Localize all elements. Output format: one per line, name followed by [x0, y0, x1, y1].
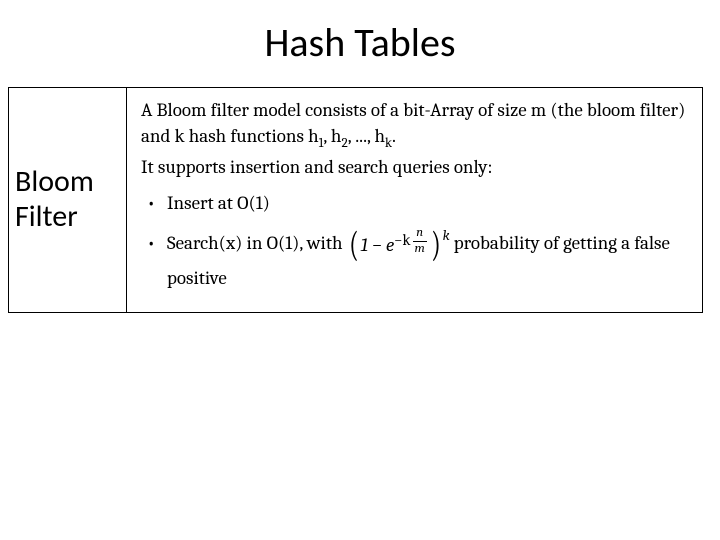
paren-close-icon: )	[431, 231, 441, 260]
variable-e: e	[386, 234, 394, 256]
minus-k: −k	[394, 231, 410, 249]
row-label-cell: Bloom Filter	[9, 88, 127, 313]
row-label: Bloom Filter	[15, 163, 94, 235]
page-title: Hash Tables	[0, 0, 720, 87]
bullet2-pre: Search(x) in O(1), with	[167, 232, 347, 254]
bullet1-text: Insert at O(1)	[167, 192, 270, 214]
one-minus: 1 −	[360, 234, 385, 256]
desc-mid1: , h	[323, 125, 341, 147]
bullet-list: Insert at O(1) Search(x) in O(1), with (…	[141, 187, 690, 294]
desc-pre: A Bloom filter model consists of a bit-A…	[141, 99, 685, 147]
list-item: Search(x) in O(1), with (1 − e−knm)k pro…	[141, 227, 690, 294]
inner-exponent: −knm	[394, 227, 429, 256]
description-paragraph-2: It supports insertion and search queries…	[141, 155, 690, 181]
row-description-cell: A Bloom filter model consists of a bit-A…	[127, 88, 703, 313]
list-item: Insert at O(1)	[141, 187, 690, 219]
table-row: Bloom Filter A Bloom filter model consis…	[9, 88, 703, 313]
content-table: Bloom Filter A Bloom filter model consis…	[8, 87, 703, 313]
paren-open-icon: (	[349, 231, 359, 260]
subscript-k: k	[385, 135, 392, 150]
outer-exponent: k	[443, 224, 450, 248]
description-paragraph-1: A Bloom filter model consists of a bit-A…	[141, 98, 690, 149]
fraction-numerator: n	[413, 227, 427, 242]
formula: (1 − e−knm)k	[347, 228, 450, 262]
desc-end: .	[392, 125, 396, 147]
fraction: nm	[413, 227, 427, 256]
formula-inner: 1 − e−knm	[360, 229, 428, 261]
fraction-denominator: m	[413, 242, 427, 256]
desc-mid2: , ..., h	[348, 125, 385, 147]
